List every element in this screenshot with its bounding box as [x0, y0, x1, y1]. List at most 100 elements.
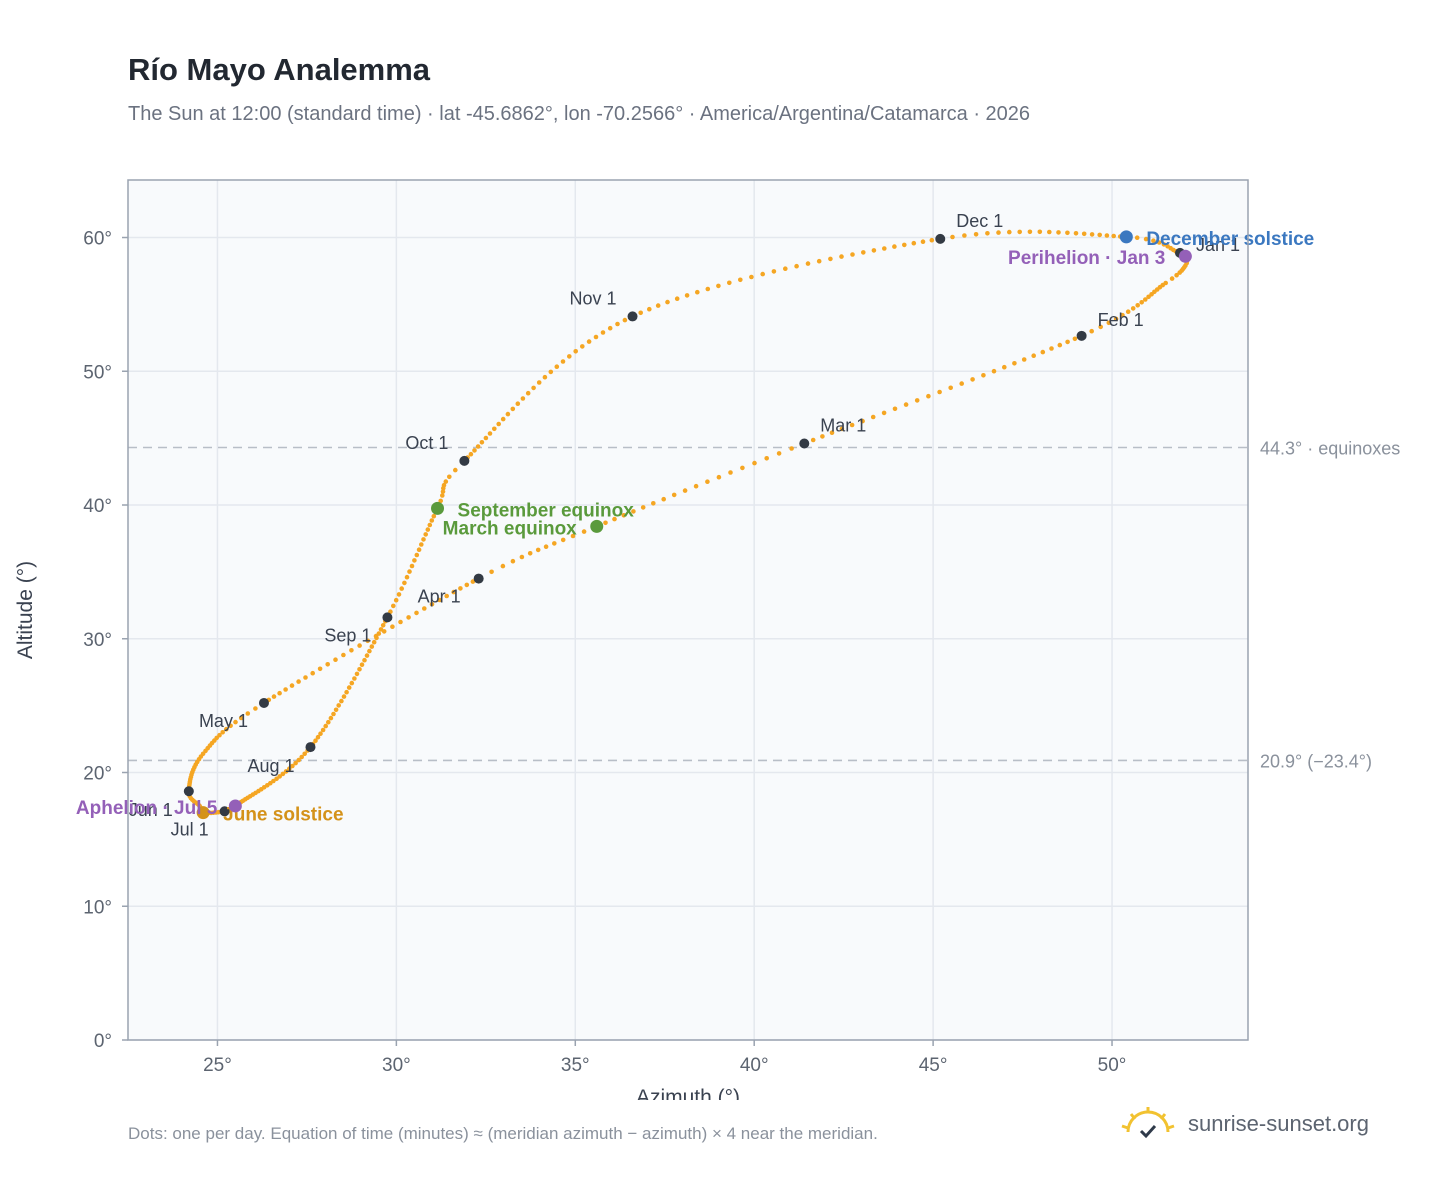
plot-background [128, 180, 1248, 1040]
month-marker-dot [1076, 330, 1087, 341]
daily-sun-dot [622, 317, 628, 323]
daily-sun-dot [414, 610, 419, 616]
daily-sun-dot [640, 505, 646, 510]
daily-sun-dot [441, 482, 447, 488]
daily-sun-dot [615, 321, 620, 327]
daily-sun-dot [349, 680, 355, 686]
daily-sun-dot [911, 240, 917, 246]
daily-sun-dot [1106, 320, 1112, 326]
daily-sun-dot [705, 286, 711, 292]
daily-sun-dot [447, 474, 452, 480]
daily-sun-dot [882, 246, 887, 251]
y-tick-label: 20° [83, 764, 112, 785]
daily-sun-dot [220, 730, 225, 735]
daily-sun-dot [336, 703, 342, 708]
daily-sun-dot [902, 242, 907, 248]
daily-sun-dot [1027, 229, 1033, 235]
daily-sun-dot [693, 483, 699, 489]
daily-sun-dot [929, 237, 935, 243]
daily-sun-dot [828, 256, 833, 262]
daily-sun-dot [289, 683, 295, 688]
daily-sun-dot [393, 597, 399, 603]
daily-sun-dot [1130, 306, 1136, 311]
daily-sun-dot [1098, 324, 1103, 330]
daily-sun-dot [290, 763, 295, 769]
daily-sun-dot [607, 325, 613, 331]
daily-sun-dot [357, 643, 362, 648]
daily-sun-dot [1017, 229, 1022, 235]
daily-sun-dot [586, 339, 592, 344]
daily-sun-dot [671, 492, 677, 498]
axis-ticks: 25° 30° 35° 40° 45° 50° 0° 10° 20° 30° 40° 50° 60° [83, 229, 1126, 1076]
daily-sun-dot [390, 624, 395, 629]
daily-sun-dot [464, 582, 470, 588]
daily-sun-dot [323, 723, 329, 729]
daily-sun-dot [427, 522, 433, 528]
daily-sun-dot [1057, 342, 1063, 348]
daily-sun-dot [861, 250, 866, 255]
daily-sun-dot [1065, 230, 1070, 236]
daily-sun-dot [492, 426, 497, 432]
daily-sun-dot [1040, 349, 1046, 355]
month-marker-label: Apr 1 [418, 587, 461, 607]
daily-sun-dot [245, 711, 251, 716]
daily-sun-dot [425, 527, 431, 532]
month-marker-dot [382, 612, 393, 623]
daily-sun-dot [277, 690, 282, 696]
daily-sun-dot [299, 754, 305, 760]
month-marker-label: Jun 1 [129, 800, 173, 820]
daily-sun-dot [419, 542, 424, 547]
daily-sun-dot [794, 263, 799, 269]
daily-sun-dot [328, 715, 334, 721]
daily-sun-dot [1135, 303, 1140, 308]
daily-sun-dot [783, 266, 788, 272]
daily-sun-dot [849, 422, 855, 428]
daily-sun-dot [510, 558, 516, 564]
daily-sun-dot [313, 738, 318, 743]
daily-sun-dot [950, 234, 955, 240]
daily-sun-dot [365, 638, 371, 644]
daily-sun-dot [1037, 229, 1043, 235]
daily-sun-dot [655, 303, 661, 308]
event-marker-label: June solstice [223, 805, 343, 826]
daily-sun-dot [315, 734, 321, 740]
daily-sun-dot [500, 416, 506, 422]
daily-sun-dot [283, 687, 288, 692]
daily-sun-dot [339, 698, 344, 704]
daily-sun-dot [810, 437, 816, 443]
daily-sun-dot [444, 593, 450, 599]
event-marker-dot [196, 806, 210, 820]
daily-sun-dot [552, 541, 557, 546]
daily-sun-dot [440, 489, 446, 494]
x-tick-label: 40° [740, 1055, 769, 1076]
analemma-chart: 44.3° · equinoxes 20.9° (−23.4°) Jan 1 Feb… [14, 179, 1400, 1100]
daily-sun-dot [421, 537, 426, 542]
daily-sun-dot [346, 685, 352, 690]
daily-sun-dot [487, 431, 493, 436]
daily-sun-dot [548, 369, 554, 375]
footer-note: Dots: one per day. Equation of time (min… [128, 1124, 878, 1143]
daily-sun-dot [1161, 242, 1167, 247]
chart-title: Río Mayo Analemma [128, 52, 431, 87]
daily-sun-dot [1111, 233, 1116, 239]
daily-sun-dot [749, 274, 754, 280]
daily-sun-dot [740, 465, 745, 471]
daily-sun-dot [422, 606, 427, 611]
daily-sun-dot [354, 671, 360, 677]
month-marker-dot [935, 233, 946, 244]
daily-sun-dot [1143, 297, 1148, 302]
daily-sun-dot [839, 254, 844, 259]
daily-sun-dot [402, 580, 407, 586]
event-marker-dot [590, 519, 604, 533]
reference-line-label: 20.9° (−23.4°) [1260, 751, 1372, 771]
daily-sun-dot [760, 271, 765, 277]
daily-sun-dot [1113, 316, 1119, 322]
brand-link[interactable]: sunrise-sunset.org [1118, 1100, 1369, 1148]
daily-sun-dot [519, 554, 525, 560]
y-tick-label: 60° [83, 229, 112, 250]
daily-sun-dot [1021, 357, 1027, 362]
daily-sun-dot [325, 662, 331, 667]
month-marker-label: Mar 1 [820, 415, 866, 435]
daily-sun-dot [287, 766, 292, 771]
daily-sun-dot [892, 244, 897, 249]
